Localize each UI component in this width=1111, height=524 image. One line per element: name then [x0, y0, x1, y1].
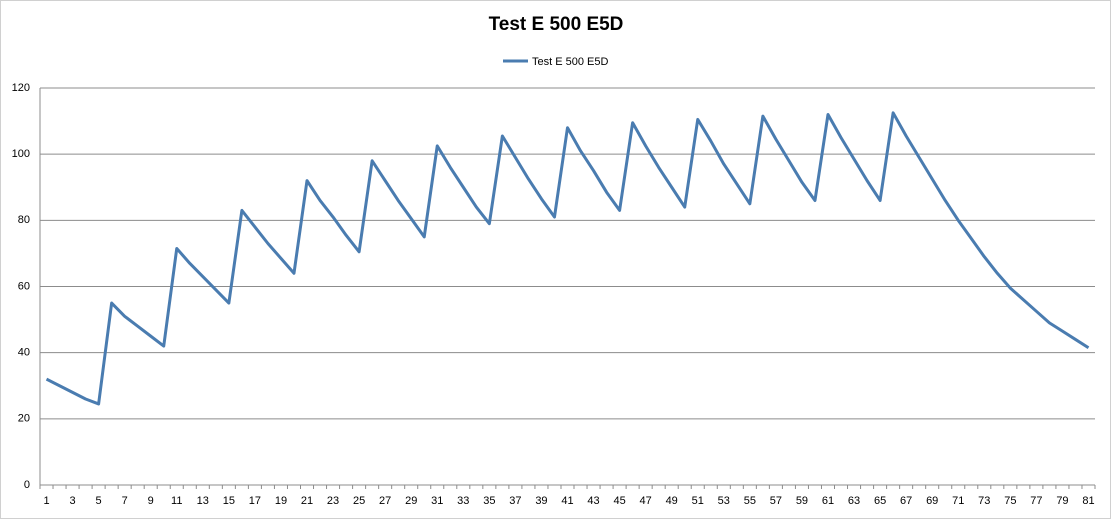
y-tick-label: 80	[18, 214, 30, 226]
x-tick-label: 31	[431, 495, 443, 507]
x-tick-label: 71	[952, 495, 964, 507]
x-tick-label: 33	[457, 495, 469, 507]
x-tick-label: 9	[148, 495, 154, 507]
x-tick-label: 41	[561, 495, 573, 507]
x-tick-label: 23	[327, 495, 339, 507]
x-tick-label: 57	[770, 495, 782, 507]
x-tick-label: 43	[587, 495, 599, 507]
x-tick-label: 35	[483, 495, 495, 507]
x-tick-label: 59	[796, 495, 808, 507]
chart-title: Test E 500 E5D	[489, 14, 624, 35]
x-tick-label: 5	[96, 495, 102, 507]
x-tick-label: 21	[301, 495, 313, 507]
x-tick-label: 65	[874, 495, 886, 507]
legend-label: Test E 500 E5D	[532, 56, 608, 68]
x-tick-label: 19	[275, 495, 287, 507]
x-tick-label: 53	[718, 495, 730, 507]
y-tick-label: 60	[18, 280, 30, 292]
x-tick-label: 77	[1030, 495, 1042, 507]
x-tick-label: 51	[692, 495, 704, 507]
y-tick-label: 20	[18, 413, 30, 425]
data-line	[45, 111, 1090, 406]
x-tick-label: 1	[43, 495, 49, 507]
x-tick-label: 79	[1056, 495, 1068, 507]
x-tick-label: 47	[640, 495, 652, 507]
x-tick-label: 37	[509, 495, 521, 507]
x-tick-label: 73	[978, 495, 990, 507]
x-tick-label: 7	[122, 495, 128, 507]
x-tick-label: 3	[69, 495, 75, 507]
x-tick-label: 45	[613, 495, 625, 507]
y-tick-label: 0	[24, 479, 30, 491]
x-tick-label: 11	[171, 495, 182, 507]
x-tick-label: 67	[900, 495, 912, 507]
x-tick-label: 75	[1004, 495, 1016, 507]
x-tick-label: 81	[1082, 495, 1094, 507]
x-tick-label: 27	[379, 495, 391, 507]
x-tick-label: 49	[666, 495, 678, 507]
x-tick-label: 17	[249, 495, 261, 507]
x-tick-label: 13	[197, 495, 209, 507]
x-tick-label: 63	[848, 495, 860, 507]
x-tick-label: 55	[744, 495, 756, 507]
x-tick-label: 25	[353, 495, 365, 507]
y-tick-label: 120	[12, 82, 30, 94]
x-tick-label: 29	[405, 495, 417, 507]
x-tick-label: 39	[535, 495, 547, 507]
x-tick-label: 61	[822, 495, 834, 507]
x-tick-label: 15	[223, 495, 235, 507]
y-tick-label: 100	[12, 148, 30, 160]
y-tick-label: 40	[18, 347, 30, 359]
x-tick-label: 69	[926, 495, 938, 507]
